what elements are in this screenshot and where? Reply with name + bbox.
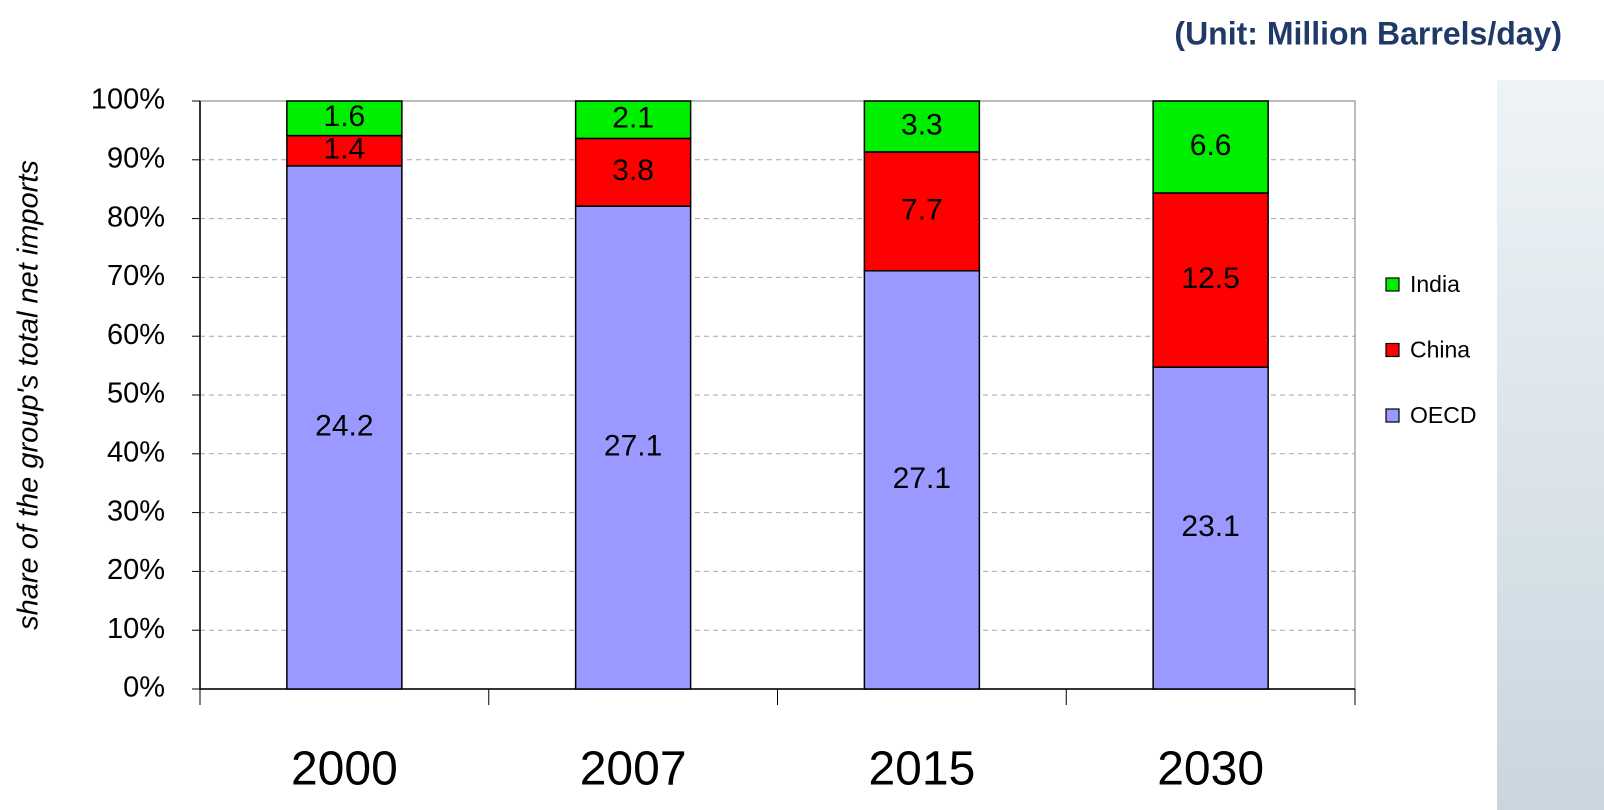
legend-swatch [1385, 277, 1400, 292]
data-label: 3.8 [612, 154, 654, 187]
background-panel [1497, 80, 1604, 810]
bar-segment [574, 205, 692, 690]
legend-swatch [1385, 408, 1400, 423]
bar-segment [863, 151, 981, 272]
data-label: 12.5 [1181, 262, 1239, 295]
legend-label: India [1410, 271, 1460, 297]
x-tick-label: 2007 [580, 743, 687, 796]
data-label: 24.2 [315, 409, 373, 442]
data-label: 27.1 [604, 429, 662, 462]
legend-label: OECD [1410, 402, 1476, 428]
bar-segment [1152, 192, 1269, 368]
x-tick-label: 2030 [1157, 743, 1264, 796]
data-label: 27.1 [893, 462, 951, 495]
y-tick-label: 20% [107, 554, 165, 586]
y-tick-label: 40% [107, 436, 165, 468]
y-tick-label: 30% [107, 495, 165, 527]
legend-label: China [1410, 337, 1470, 363]
y-tick-label: 70% [107, 260, 165, 292]
data-label: 7.7 [901, 193, 943, 226]
x-tick-label: 2015 [868, 743, 975, 796]
bar-segment [286, 100, 403, 137]
bar-segment [1152, 100, 1269, 194]
data-label: 1.4 [324, 133, 366, 166]
bar-segment [863, 100, 981, 153]
bar-segment [863, 270, 981, 690]
y-tick-label: 0% [123, 672, 165, 704]
bar-segment [286, 165, 403, 690]
bar-segment [574, 137, 692, 207]
y-tick-label: 60% [107, 319, 165, 351]
data-label: 1.6 [324, 100, 366, 133]
data-label: 2.1 [612, 102, 654, 135]
chart-title: (Unit: Million Barrels/day) [1174, 15, 1562, 51]
y-tick-label: 100% [91, 84, 165, 116]
x-tick-label: 2000 [291, 743, 398, 796]
legend-swatch [1385, 342, 1400, 358]
y-tick-label: 50% [107, 378, 165, 410]
y-tick-label: 80% [107, 201, 165, 233]
data-label: 3.3 [901, 108, 943, 141]
data-label: 23.1 [1181, 510, 1239, 543]
y-tick-label: 90% [107, 142, 165, 174]
y-axis-label: share of the group's total net imports [13, 160, 45, 630]
y-tick-label: 10% [107, 613, 165, 645]
bar-segment [574, 100, 692, 140]
data-label: 6.6 [1190, 129, 1232, 162]
